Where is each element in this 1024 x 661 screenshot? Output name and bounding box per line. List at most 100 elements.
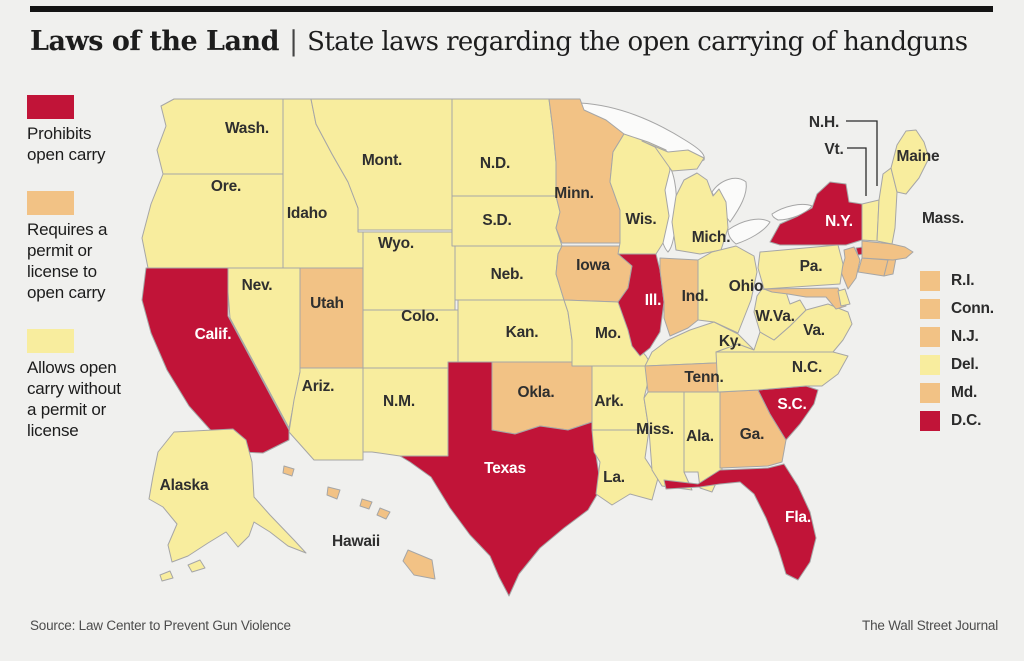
small-state-label: Conn. (951, 300, 994, 317)
state-label-ND: N.D. (480, 155, 510, 172)
page-title: Laws of the Land | State laws regarding th… (30, 26, 1010, 57)
legend-item-allows: Allows open carry without a permit or li… (27, 329, 157, 441)
state-shape-VT (861, 199, 880, 242)
callout-label-NH: N.H. (809, 114, 839, 131)
state-label-AR: Ark. (594, 393, 623, 410)
state-shape-WI (609, 133, 671, 255)
state-label-MT: Mont. (362, 152, 402, 169)
small-state-swatch (920, 271, 940, 291)
state-label-NM: N.M. (383, 393, 415, 410)
small-state-row: Md. (920, 383, 994, 403)
state-label-WV: W.Va. (755, 308, 795, 325)
state-label-MO: Mo. (595, 325, 621, 342)
small-state-row: Conn. (920, 299, 994, 319)
state-label-NV: Nev. (242, 277, 273, 294)
state-label-PA: Pa. (800, 258, 823, 275)
small-state-row: R.I. (920, 271, 994, 291)
title-separator: | (289, 26, 299, 57)
state-shape-MA (861, 240, 914, 261)
state-label-IN: Ind. (682, 288, 709, 305)
state-shape-FL (663, 463, 817, 581)
small-state-swatch (920, 411, 940, 431)
state-shape-ND (451, 98, 557, 197)
state-shape-LA (591, 429, 659, 506)
state-shape-CT (857, 257, 889, 277)
state-label-AZ: Ariz. (302, 378, 335, 395)
small-state-swatch (920, 355, 940, 375)
title-brand: Laws of the Land (30, 26, 280, 57)
small-state-swatch (920, 383, 940, 403)
state-label-CA: Calif. (195, 326, 232, 343)
state-shape-NH (876, 167, 898, 245)
small-state-label: R.I. (951, 272, 975, 289)
title-subtitle: State laws regarding the open carrying o… (307, 27, 968, 57)
small-state-swatch (920, 299, 940, 319)
state-label-VA: Va. (803, 322, 825, 339)
state-label-NC: N.C. (792, 359, 822, 376)
state-label-SD: S.D. (482, 212, 511, 229)
state-shape-UT (299, 267, 364, 369)
state-shape-WV (753, 288, 807, 341)
state-label-IL: Ill. (645, 292, 661, 309)
small-state-row: N.J. (920, 327, 994, 347)
state-label-ID: Idaho (287, 205, 327, 222)
state-label-MS: Miss. (636, 421, 674, 438)
small-state-swatch (920, 327, 940, 347)
state-label-NE: Neb. (491, 266, 524, 283)
legend-label: Prohibits open carry (27, 124, 106, 164)
small-state-label: Del. (951, 356, 979, 373)
small-state-row: Del. (920, 355, 994, 375)
publisher-credit: The Wall Street Journal (862, 618, 998, 633)
state-label-NY: N.Y. (825, 213, 853, 230)
source-credit: Source: Law Center to Prevent Gun Violen… (30, 618, 291, 633)
legend-swatch-allows (27, 329, 74, 353)
state-label-UT: Utah (310, 295, 344, 312)
state-shape-OH (697, 245, 758, 334)
state-label-SC: S.C. (777, 396, 806, 413)
legend-swatch-permit (27, 191, 74, 215)
state-label-CO: Colo. (401, 308, 439, 325)
callout-lines: N.H. Vt. (809, 114, 878, 196)
callout-label-VT: Vt. (824, 141, 843, 158)
state-label-LA: La. (603, 469, 625, 486)
legend-label: Requires a permit or license to open car… (27, 220, 108, 302)
legend-label: Allows open carry without a permit or li… (27, 358, 121, 440)
state-label-ME: Maine (897, 148, 941, 165)
state-label-MA: Mass. (922, 210, 964, 227)
state-label-GA: Ga. (740, 426, 764, 443)
legend-item-permit: Requires a permit or license to open car… (27, 191, 157, 303)
state-shape-ME (890, 129, 930, 195)
state-shape-HI (282, 465, 436, 580)
state-label-OH: Ohio (729, 278, 764, 295)
state-label-AL: Ala. (686, 428, 714, 445)
state-label-TX: Texas (484, 460, 526, 477)
state-label-KY: Ky. (719, 333, 741, 350)
map-legend: Prohibits open carry Requires a permit o… (27, 95, 157, 467)
state-shape-NC (715, 351, 849, 393)
state-shape-AK (148, 428, 307, 582)
state-label-AK: Alaska (160, 477, 209, 494)
state-shape-NM (362, 367, 449, 457)
state-label-KS: Kan. (506, 324, 539, 341)
small-state-label: Md. (951, 384, 978, 401)
state-label-WI: Wis. (626, 211, 657, 228)
state-label-HI: Hawaii (332, 533, 380, 550)
state-label-TN: Tenn. (684, 369, 723, 386)
state-label-WY: Wyo. (378, 235, 414, 252)
legend-item-prohibits: Prohibits open carry (27, 95, 157, 165)
state-label-FL: Fla. (785, 509, 811, 526)
small-state-row: D.C. (920, 411, 994, 431)
state-label-MN: Minn. (554, 185, 593, 202)
state-label-OR: Ore. (211, 178, 241, 195)
state-shape-DE (837, 288, 851, 307)
state-label-MI: Mich. (692, 229, 731, 246)
state-shape-TX (399, 361, 602, 597)
small-states-legend: R.I. Conn. N.J. Del. Md. D.C. (920, 271, 994, 439)
small-state-label: D.C. (951, 412, 982, 429)
state-label-WA: Wash. (225, 120, 269, 137)
legend-swatch-prohibits (27, 95, 74, 119)
top-rule (30, 6, 993, 12)
small-state-label: N.J. (951, 328, 979, 345)
